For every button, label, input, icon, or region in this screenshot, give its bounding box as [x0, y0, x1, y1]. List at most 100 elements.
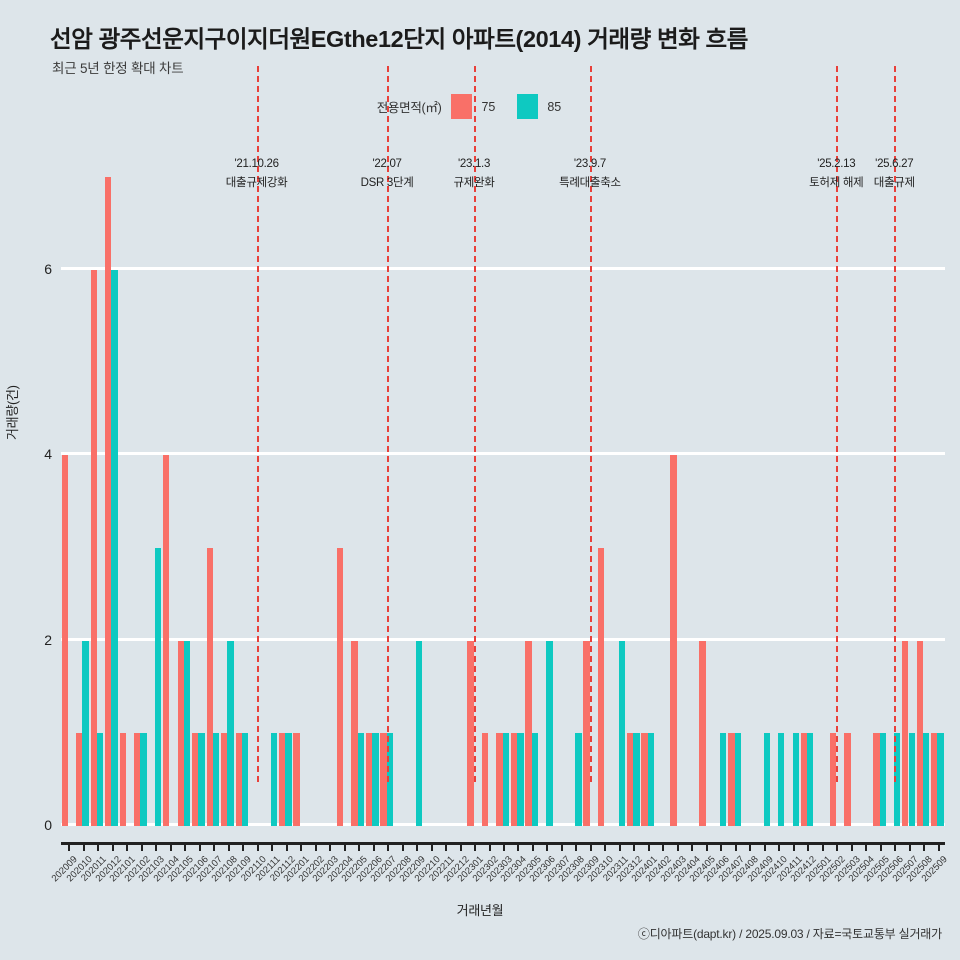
bar-75-202407: [728, 733, 735, 826]
x-tick: [387, 842, 390, 851]
x-tick: [575, 842, 578, 851]
bar-75-202012: [105, 177, 112, 826]
bar-75-202204: [336, 547, 344, 826]
bar-85-202105: [183, 640, 191, 826]
bar-75-202401: [641, 733, 648, 826]
annotation-line-4: [836, 66, 839, 782]
x-tick: [531, 842, 534, 851]
bar-85-202011: [96, 733, 104, 826]
annotation-label-0: '21.10.26 대출규제강화: [197, 155, 317, 193]
gridline: [61, 266, 945, 270]
annotation-date: '23.1.3: [457, 158, 491, 170]
bar-85-202411: [792, 733, 799, 826]
bar-85-202312: [633, 733, 640, 826]
bar-75-202309: [583, 640, 590, 826]
bar-75-202310: [597, 547, 605, 826]
bar-75-202010: [76, 733, 83, 826]
x-tick: [198, 842, 201, 851]
bar-85-202509: [937, 733, 944, 826]
bar-75-202107: [206, 547, 213, 826]
annotation-line-2: [474, 66, 477, 782]
x-tick: [503, 842, 505, 851]
bar-75-202502: [829, 733, 837, 826]
bar-85-202207: [386, 733, 394, 826]
x-tick: [416, 842, 419, 851]
bar-85-202505: [879, 733, 886, 826]
x-tick: [68, 842, 71, 851]
bar-85-202409: [763, 733, 770, 826]
x-tick: [821, 842, 824, 851]
x-tick: [343, 842, 346, 851]
x-tick: [807, 842, 810, 851]
bar-75-202011: [90, 269, 97, 826]
y-tick-label: 4: [44, 446, 52, 463]
bar-85-202410: [778, 733, 785, 826]
annotation-text: 대출규제: [873, 176, 915, 189]
bar-85-202111: [270, 733, 278, 826]
bar-75-202207: [380, 733, 387, 826]
x-tick: [937, 842, 940, 851]
annotation-line-0: [256, 66, 259, 782]
bar-85-202106: [198, 733, 205, 826]
bar-75-202205: [351, 640, 358, 826]
y-axis-label: 거래량(건): [5, 385, 20, 440]
x-tick: [474, 842, 477, 851]
bar-85-202406: [720, 733, 727, 826]
bar-75-202509: [931, 733, 938, 826]
x-tick: [720, 842, 723, 851]
x-tick: [589, 842, 592, 851]
annotation-label-5: '25.6.27 대출규제: [834, 155, 954, 193]
bar-85-202205: [357, 733, 365, 826]
x-tick: [358, 842, 361, 851]
bar-75-202106: [192, 733, 199, 826]
bar-85-202108: [227, 640, 234, 826]
x-tick: [169, 842, 172, 851]
annotation-label-2: '23.1.3 규제완화: [414, 155, 534, 193]
y-tick-label: 0: [44, 817, 52, 833]
bar-85-202112: [285, 733, 292, 826]
x-tick: [923, 842, 926, 851]
x-tick: [488, 842, 491, 851]
x-tick: [778, 842, 781, 851]
x-tick: [329, 842, 332, 851]
bar-85-202305: [531, 733, 539, 826]
bar-85-202507: [908, 733, 915, 826]
bar-85-202506: [894, 733, 901, 826]
x-tick: [604, 842, 607, 851]
x-tick: [242, 842, 245, 851]
x-tick: [271, 842, 274, 851]
x-tick: [430, 842, 433, 851]
bar-75-202105: [177, 640, 184, 826]
x-axis-label: 거래년월: [456, 903, 504, 918]
legend-swatch-75: [451, 94, 473, 119]
x-tick: [734, 842, 737, 851]
x-tick: [445, 842, 448, 851]
annotation-text: 토허제 해제: [809, 176, 864, 189]
x-tick: [256, 842, 259, 851]
x-tick: [155, 842, 158, 851]
x-tick: [97, 842, 100, 851]
x-tick: [633, 842, 636, 851]
annotation-label-3: '23.9.7 특례대출축소: [530, 155, 650, 193]
bar-75-202405: [699, 640, 706, 826]
x-tick: [285, 842, 288, 851]
bar-75-202304: [510, 733, 518, 826]
x-tick: [908, 842, 911, 851]
x-tick: [879, 842, 882, 851]
annotation-line-5: [894, 66, 897, 782]
bar-75-202503: [844, 733, 851, 826]
bar-75-202101: [119, 733, 126, 826]
x-tick: [691, 842, 694, 851]
footer-credit: ⓒ디아파트(dapt.kr) / 2025.09.03 / 자료=국토교통부 실…: [637, 927, 942, 941]
annotation-date: '21.10.26: [234, 158, 279, 170]
x-tick: [763, 842, 766, 851]
x-tick: [111, 842, 114, 851]
bar-85-202012: [111, 269, 118, 826]
plot-area: [61, 66, 945, 826]
x-tick: [227, 842, 230, 851]
annotation-date: '25.6.27: [875, 158, 914, 170]
x-tick: [213, 842, 216, 851]
bar-75-202303: [496, 733, 503, 826]
bar-85-202102: [140, 733, 147, 826]
